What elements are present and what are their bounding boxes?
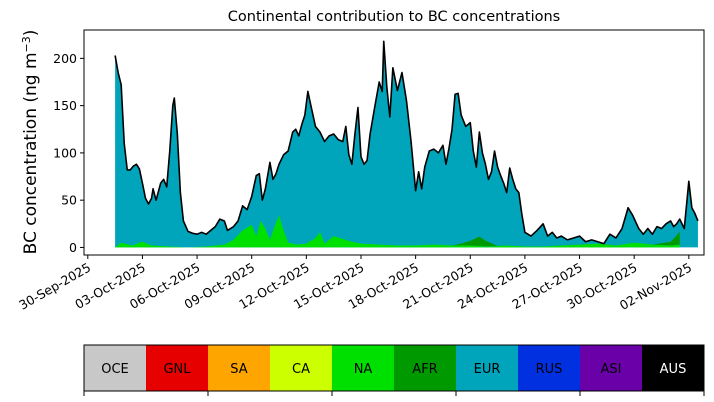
- colorbar-frame: [83, 344, 705, 392]
- y-axis-label-close: ): [21, 30, 41, 37]
- colorbar-label-afr: AFR: [412, 362, 437, 377]
- y-tick-label-50: 50: [61, 193, 77, 208]
- y-tick-label-150: 150: [53, 98, 77, 113]
- colorbar-cell-afr: [394, 345, 457, 391]
- colorbar-label-rus: RUS: [536, 362, 563, 377]
- colorbar-cell-oce: [84, 345, 147, 391]
- plot-area: [83, 29, 705, 256]
- colorbar-label-gnl: GNL: [163, 362, 191, 377]
- chart-title: Continental contribution to BC concentra…: [228, 9, 560, 25]
- colorbar-label-asi: ASI: [601, 362, 622, 377]
- x-axis: 30-Sep-202503-Oct-202506-Oct-202509-Oct-…: [16, 255, 694, 313]
- colorbar-cell-aus: [642, 345, 705, 391]
- colorbar-cell-na: [332, 345, 395, 391]
- series-area-na: [115, 215, 680, 248]
- y-axis-label-text: BC concentration (ng m: [21, 52, 41, 254]
- colorbar-cell-ca: [270, 345, 333, 391]
- colorbar-label-na: NA: [354, 362, 373, 377]
- colorbar-label-oce: OCE: [101, 362, 129, 377]
- y-axis: 0 50 100 150 200: [53, 51, 84, 255]
- colorbar-label-aus: AUS: [660, 362, 687, 377]
- colorbar-cell-gnl: [146, 345, 209, 391]
- colorbar-cell-sa: [208, 345, 271, 391]
- y-axis-label: BC concentration (ng m−3): [20, 30, 42, 255]
- colorbar-label-sa: SA: [230, 362, 247, 377]
- y-axis-label-exponent: −3: [20, 36, 33, 52]
- y-tick-label-200: 200: [53, 51, 77, 66]
- plot-frame: [83, 29, 705, 256]
- y-tick-label-100: 100: [53, 145, 77, 160]
- colorbar: OCE GNL SA CA NA AFR EUR RUS ASI AUS: [83, 344, 705, 396]
- colorbar-label-eur: EUR: [474, 362, 501, 377]
- colorbar-label-ca: CA: [292, 362, 310, 377]
- series-area-eur: [115, 41, 698, 248]
- series-line-total: [114, 40, 699, 245]
- colorbar-cell-asi: [580, 345, 643, 391]
- colorbar-cell-eur: [456, 345, 519, 391]
- colorbar-cell-rus: [518, 345, 581, 391]
- y-tick-label-0: 0: [69, 240, 77, 255]
